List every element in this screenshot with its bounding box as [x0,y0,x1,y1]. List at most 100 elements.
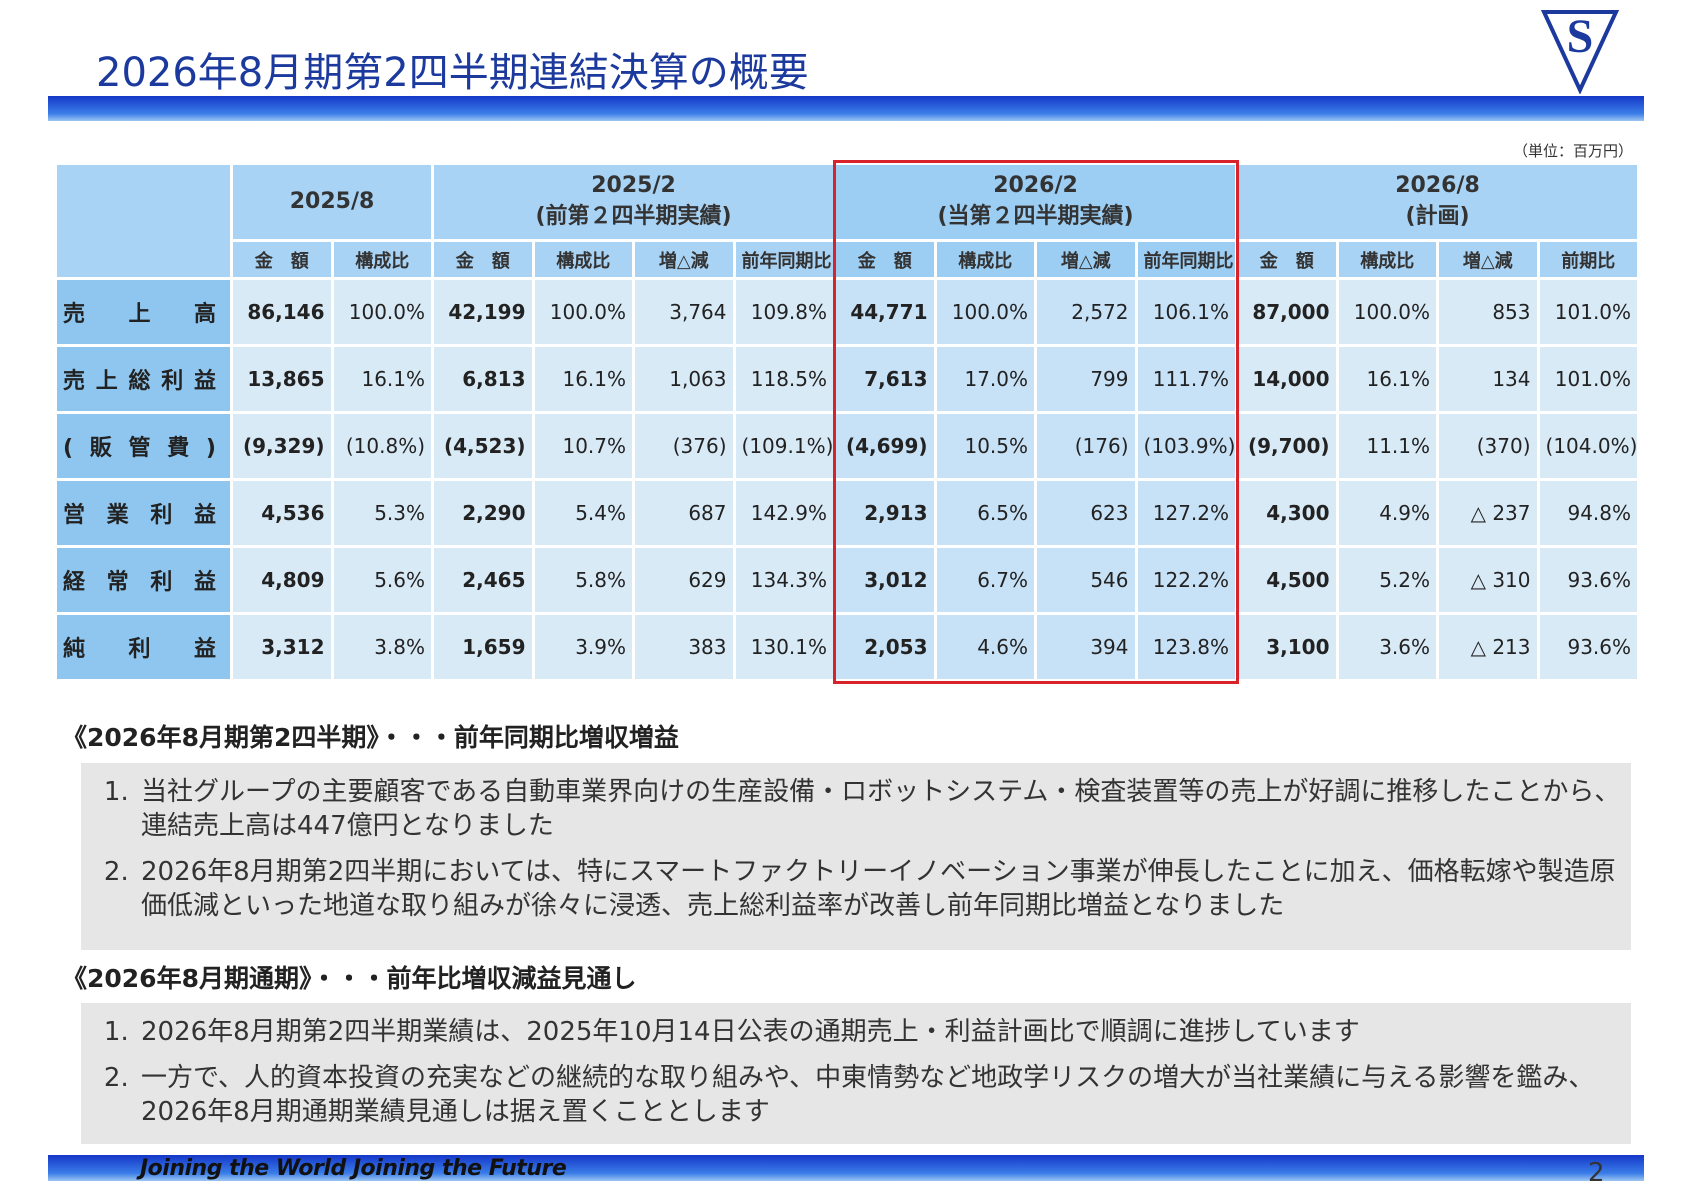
cell: 11.1% [1335,411,1440,481]
cell: 5.2% [1335,545,1440,615]
cell: 3,312 [230,612,334,682]
period-note: (当第２四半期実績) [937,204,1134,229]
cell: 130.1% [732,612,837,682]
column-header: 増△減 [1034,239,1138,280]
cell: (4,699) [833,411,937,481]
cell: 13,865 [230,344,334,414]
subheader-row: 金 額構成比金 額構成比 増△減 前年同期比金 額構成比 増△減 前年同期比金 額構成比… [56,239,1641,280]
cell: 6,813 [431,344,535,414]
cell: 94.8% [1536,478,1641,548]
cell: 5.8% [531,545,636,615]
cell: 3.6% [1335,612,1440,682]
cell: (376) [632,411,736,481]
logo-text: S [1567,10,1594,63]
cell: △ 310 [1436,545,1540,615]
column-header: 構成比 [1335,239,1440,280]
period-note: (計画) [1405,204,1470,229]
period: 2025/8 [289,188,375,214]
cell: 3,100 [1235,612,1339,682]
cell: (10.8%) [330,411,435,481]
slogan: Joining the World Joining the Future [140,1156,567,1181]
cell: 4,500 [1235,545,1339,615]
cell: 7,613 [833,344,937,414]
cell: 3.8% [330,612,435,682]
bullet-item: 2026年8月期第2四半期においては、特にスマートファクトリーイノベーション事業… [137,855,1631,923]
cell: 100.0% [531,277,636,347]
row-label: 売上総利益 [54,344,233,414]
cell: 10.7% [531,411,636,481]
cell: 853 [1436,277,1540,347]
group-header: 2025/2 (前第２四半期実績) [431,162,837,242]
data-row: 経常利益 4,809 5.6% 2,465 5.8% 629 134.3% 3,012 6.7%… [54,545,1641,615]
period: 2026/2 [993,173,1078,199]
cell: 111.7% [1134,344,1239,414]
cell: (4,523) [431,411,535,481]
footer-bar [48,1155,1644,1181]
column-header: 金 額 [431,239,535,280]
bullet-list: 2026年8月期第2四半期業績は、2025年10月14日公表の通期売上・利益計画… [81,1015,1631,1129]
data-row: 純利益 3,312 3.8% 1,659 3.9% 383 130.1% 2,053 4.6% 3… [54,612,1641,682]
bullet-item: 一方で、人的資本投資の充実などの継続的な取り組みや、中東情勢など地政学リスクの増… [137,1061,1631,1129]
cell: 394 [1034,612,1138,682]
bullet-list: 当社グループの主要顧客である自動車業界向けの生産設備・ロボットシステム・検査装置… [81,775,1631,923]
cell: 42,199 [431,277,535,347]
row-label: (販管費) [54,411,233,481]
group-header: 2025/8 [229,162,435,242]
cell: △ 213 [1436,612,1540,682]
cell: 93.6% [1536,612,1641,682]
cell: (176) [1034,411,1138,481]
cell: 142.9% [732,478,837,548]
cell: 3,012 [833,545,937,615]
page-number: 2 [1588,1158,1605,1188]
data-row: 営業利益 4,536 5.3% 2,290 5.4% 687 142.9% 2,913 6.5%… [54,478,1641,548]
cell: (9,329) [230,411,334,481]
period-note: (前第２四半期実績) [535,204,732,229]
title-bar [48,96,1644,121]
cell: 799 [1034,344,1138,414]
data-row: 売上総利益 13,865 16.1% 6,813 16.1% 1,063 118.5% 7,6… [54,344,1641,414]
cell: 687 [632,478,736,548]
cell: 134 [1436,344,1540,414]
cell: 5.4% [531,478,636,548]
column-header: 金 額 [833,239,937,280]
group-header: 2026/8 (計画) [1235,162,1641,242]
cell: 87,000 [1235,277,1339,347]
cell: 629 [632,545,736,615]
cell: (9,700) [1235,411,1339,481]
cell: 3,764 [632,277,736,347]
column-header: 増△減 [1436,239,1540,280]
column-header: 前年同期比 [1134,239,1239,280]
cell: 101.0% [1536,344,1641,414]
cell: (370) [1436,411,1540,481]
cell: 109.8% [732,277,837,347]
cell: 86,146 [230,277,334,347]
cell: 1,063 [632,344,736,414]
cell: 101.0% [1536,277,1641,347]
logo: S [1540,10,1620,94]
cell: (103.9%) [1134,411,1239,481]
cell: 16.1% [330,344,435,414]
data-row: 売上高 86,146 100.0% 42,199 100.0% 3,764 109.8% 44… [54,277,1641,347]
cell: 127.2% [1134,478,1239,548]
cell: 100.0% [1335,277,1440,347]
group-header: 2026/2 (当第２四半期実績) [833,162,1239,242]
cell: 16.1% [1335,344,1440,414]
column-header: 金 額 [1235,239,1339,280]
column-header: 構成比 [330,239,435,280]
cell: 16.1% [531,344,636,414]
cell: 100.0% [933,277,1038,347]
column-header: 構成比 [531,239,636,280]
column-header: 構成比 [933,239,1038,280]
cell: 2,053 [833,612,937,682]
cell: 122.2% [1134,545,1239,615]
cell: 14,000 [1235,344,1339,414]
period: 2025/2 [591,173,676,199]
cell: 134.3% [732,545,837,615]
section-box: 2026年8月期第2四半期業績は、2025年10月14日公表の通期売上・利益計画… [81,1003,1631,1144]
cell: 3.9% [531,612,636,682]
cell: 546 [1034,545,1138,615]
cell: 4,536 [230,478,334,548]
cell: 4,300 [1235,478,1339,548]
section-heading: 《2026年8月期第2四半期》・・・前年同期比増収増益 [62,723,679,752]
cell: 93.6% [1536,545,1641,615]
